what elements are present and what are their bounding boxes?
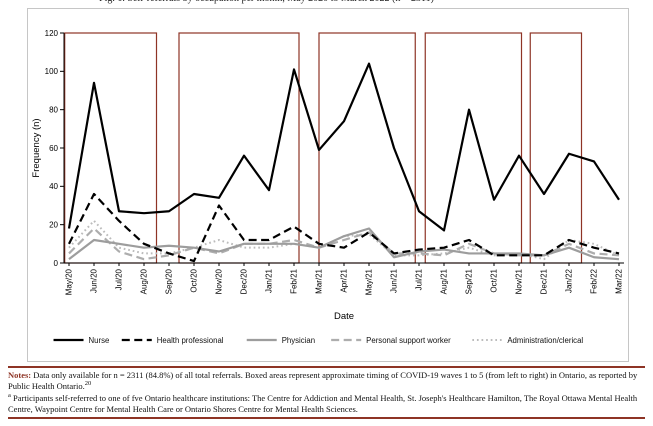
x-tick-label: Jan/21	[265, 268, 274, 293]
x-tick-label: Oct/21	[490, 268, 499, 292]
clipped-figure-caption: Fig. 1. Self-referrals by occupation per…	[0, 0, 533, 6]
series-line-nurse	[67, 62, 620, 232]
x-tick-label: Nov/21	[515, 268, 524, 294]
x-tick-label: Dec/20	[240, 268, 249, 294]
notes-label: Notes:	[8, 370, 32, 380]
chart-figure: 0 20 40 60 80 100 120 May/20 Jun/20 Jul/20 Aug/20 S…	[27, 8, 629, 362]
separator-line-bottom	[8, 417, 645, 419]
notes-text: Data only available for n = 2311 (84.8%)…	[8, 370, 638, 391]
legend-label-administration-clerical: Administration/clerical	[507, 336, 583, 345]
legend-label-nurse: Nurse	[89, 336, 110, 345]
series-line-health-professional	[68, 192, 620, 263]
legend-label-physician: Physician	[282, 336, 315, 345]
legend-label-personal-support-worker: Personal support worker	[366, 336, 451, 345]
x-tick-label: Feb/21	[290, 268, 299, 293]
x-tick-label: Jul/21	[415, 268, 424, 290]
series-line-physician	[68, 227, 620, 261]
x-tick-label: Sep/20	[165, 268, 174, 294]
x-tick-label: May/21	[365, 268, 374, 295]
referrals-line-chart: 0 20 40 60 80 100 120 May/20 Jun/20 Jul/20 Aug/20 S…	[31, 29, 624, 345]
x-tick-label: Jun/20	[90, 268, 99, 293]
footnote-marker: a	[8, 392, 11, 400]
y-tick-label: 60	[49, 144, 58, 153]
footnote-text: Participants self-referred to one of fve…	[8, 393, 638, 414]
x-tick-label: Dec/21	[540, 268, 549, 294]
footnote-paragraph: a Participants self-referred to one of f…	[8, 392, 645, 414]
x-tick-label: Feb/22	[590, 268, 599, 293]
x-tick-label: Mar/22	[615, 268, 624, 293]
x-tick-label: Jan/22	[565, 268, 574, 293]
legend-label-health-professional: Health professional	[157, 336, 224, 345]
x-tick-label: Aug/21	[440, 268, 449, 294]
covid-wave-box-2	[178, 32, 300, 264]
covid-wave-box-4	[424, 32, 523, 264]
y-tick-label: 40	[49, 182, 58, 191]
y-tick-label: 120	[45, 29, 59, 38]
notes-paragraph: Notes: Data only available for n = 2311 …	[8, 370, 645, 391]
series-line-personal-support-worker	[68, 227, 620, 261]
x-tick-label: Jun/21	[390, 268, 399, 293]
covid-wave-box-5	[529, 32, 583, 264]
x-tick-label: Nov/20	[215, 268, 224, 294]
x-tick-label: Jul/20	[115, 268, 124, 290]
y-tick-label: 20	[49, 220, 58, 229]
x-tick-label: Oct/20	[190, 268, 199, 292]
y-axis-title: Frequency (n)	[31, 118, 42, 177]
clipped-figure-caption-text: Fig. 1. Self-referrals by occupation per…	[0, 0, 533, 4]
y-tick-label: 100	[45, 67, 59, 76]
covid-wave-box-1	[64, 32, 158, 264]
x-tick-label: Apr/21	[340, 268, 349, 292]
separator-line-top	[8, 366, 645, 368]
x-tick-label: Sep/21	[465, 268, 474, 294]
notes-citation: 20	[84, 379, 92, 387]
y-tick-label: 0	[54, 259, 59, 268]
y-tick-label: 80	[49, 105, 58, 114]
x-tick-label: May/20	[65, 268, 74, 295]
x-tick-label: Aug/20	[140, 268, 149, 294]
x-tick-label: Mar/21	[315, 268, 324, 293]
x-axis-title: Date	[334, 311, 354, 322]
